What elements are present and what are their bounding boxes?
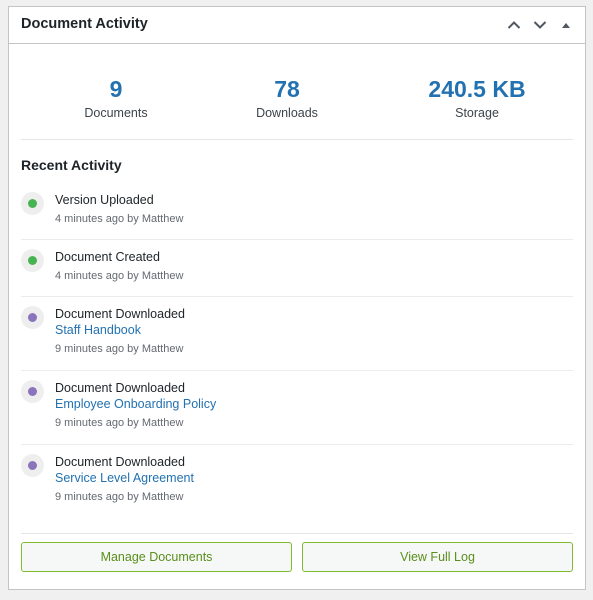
list-item: Version Uploaded 4 minutes ago by Matthe…	[21, 183, 573, 240]
stat-value: 78	[274, 76, 300, 102]
widget-actions: Manage Documents View Full Log	[21, 542, 573, 572]
view-full-log-button[interactable]: View Full Log	[302, 542, 573, 572]
activity-meta: 9 minutes ago by Matthew	[55, 491, 184, 503]
triangle-up-icon[interactable]	[553, 13, 579, 37]
list-item: Document Downloaded Employee Onboarding …	[21, 371, 573, 445]
widget-title: Document Activity	[21, 16, 148, 32]
chevron-down-icon[interactable]	[527, 13, 553, 37]
recent-activity-title: Recent Activity	[21, 157, 122, 173]
status-dot	[21, 454, 44, 477]
document-link[interactable]: Service Level Agreement	[55, 471, 194, 485]
status-dot	[21, 249, 44, 272]
activity-title: Document Downloaded	[55, 307, 185, 321]
manage-documents-button[interactable]: Manage Documents	[21, 542, 292, 572]
list-item: Document Downloaded Staff Handbook 9 min…	[21, 297, 573, 371]
status-dot	[21, 192, 44, 215]
document-activity-widget: Document Activity 9 Documents 78 Downloa…	[8, 6, 586, 590]
activity-meta: 9 minutes ago by Matthew	[55, 417, 184, 429]
activity-list: Version Uploaded 4 minutes ago by Matthe…	[21, 183, 573, 534]
document-link[interactable]: Staff Handbook	[55, 323, 141, 337]
stat-downloads: 78 Downloads	[197, 76, 377, 121]
stat-label: Downloads	[256, 106, 318, 120]
stat-value: 240.5 KB	[428, 76, 526, 102]
widget-header: Document Activity	[9, 7, 585, 44]
chevron-up-icon[interactable]	[501, 13, 527, 37]
activity-title: Document Downloaded	[55, 455, 185, 469]
activity-title: Document Downloaded	[55, 381, 185, 395]
header-controls	[501, 13, 579, 37]
activity-title: Document Created	[55, 250, 160, 264]
document-link[interactable]: Employee Onboarding Policy	[55, 397, 217, 411]
stats-summary: 9 Documents 78 Downloads 240.5 KB Storag…	[21, 44, 573, 140]
stat-label: Storage	[455, 106, 499, 120]
activity-meta: 4 minutes ago by Matthew	[55, 270, 184, 282]
list-item: Document Created 4 minutes ago by Matthe…	[21, 240, 573, 297]
stat-label: Documents	[84, 106, 148, 120]
status-dot	[21, 306, 44, 329]
status-dot	[21, 380, 44, 403]
list-item: Document Downloaded Service Level Agreem…	[21, 445, 573, 534]
stat-value: 9	[109, 76, 123, 102]
stat-documents: 9 Documents	[26, 76, 206, 121]
activity-title: Version Uploaded	[55, 193, 154, 207]
stat-storage: 240.5 KB Storage	[387, 76, 567, 121]
activity-meta: 4 minutes ago by Matthew	[55, 213, 184, 225]
activity-meta: 9 minutes ago by Matthew	[55, 343, 184, 355]
